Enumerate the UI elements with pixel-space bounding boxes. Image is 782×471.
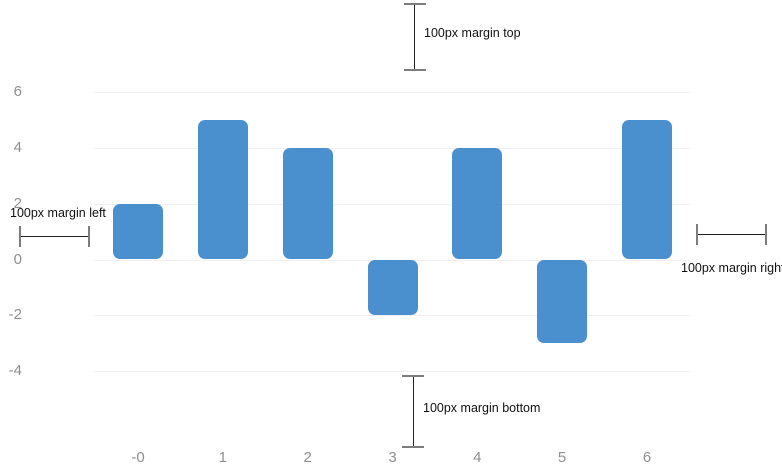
y-axis-tick-label: 4 <box>13 138 22 156</box>
y-axis-tick-label: 0 <box>13 250 22 268</box>
right-margin-ruler-line <box>696 234 767 235</box>
bar-category-4[interactable] <box>452 147 503 260</box>
gridline-y-4 <box>94 147 690 149</box>
top-margin-label: 100px margin top <box>424 26 521 40</box>
bottom-margin-label: 100px margin bottom <box>423 401 541 415</box>
x-axis-tick-label: 6 <box>642 449 652 466</box>
left-margin-label: 100px margin left <box>10 206 106 220</box>
x-axis-tick-label: -0 <box>131 449 145 466</box>
gridline-y-6 <box>94 92 690 93</box>
x-axis-tick-label: 3 <box>388 449 397 466</box>
gridline-y-2 <box>94 203 690 205</box>
top-margin-ruler-cap-top <box>404 3 426 5</box>
bar-category-3[interactable] <box>367 259 418 316</box>
y-axis-tick-label: -4 <box>8 362 22 380</box>
top-margin-ruler-cap-bottom <box>404 69 426 71</box>
x-axis-tick-label: 5 <box>557 449 567 466</box>
left-margin-ruler-cap-left <box>19 226 21 247</box>
bottom-margin-ruler-line <box>413 376 414 447</box>
left-margin-ruler-cap-right <box>88 226 90 247</box>
y-axis-tick-label: -2 <box>8 306 22 324</box>
x-axis-tick-label: 4 <box>473 449 482 466</box>
right-margin-ruler-cap-right <box>765 224 767 245</box>
x-axis-tick-label: 2 <box>303 449 312 466</box>
bar-category--0[interactable] <box>113 203 163 260</box>
bar-category-2[interactable] <box>282 147 333 260</box>
right-margin-label: 100px margin right <box>681 261 782 275</box>
y-axis-tick-label: 6 <box>13 83 22 100</box>
x-axis-tick-label: 1 <box>218 449 227 466</box>
bar-category-6[interactable] <box>622 119 672 260</box>
bar-category-1[interactable] <box>197 119 248 260</box>
y-axis-tick-label: 2 <box>13 194 22 212</box>
bottom-margin-ruler-cap-top <box>402 375 424 377</box>
gridline-y--2 <box>94 315 690 317</box>
right-margin-ruler-cap-left <box>696 224 698 245</box>
gridline-y--4 <box>94 371 690 373</box>
bar-category-5[interactable] <box>537 259 588 344</box>
bottom-margin-ruler-cap-bottom <box>402 446 424 448</box>
top-margin-ruler-line <box>414 3 415 71</box>
left-margin-ruler-line <box>19 236 90 237</box>
